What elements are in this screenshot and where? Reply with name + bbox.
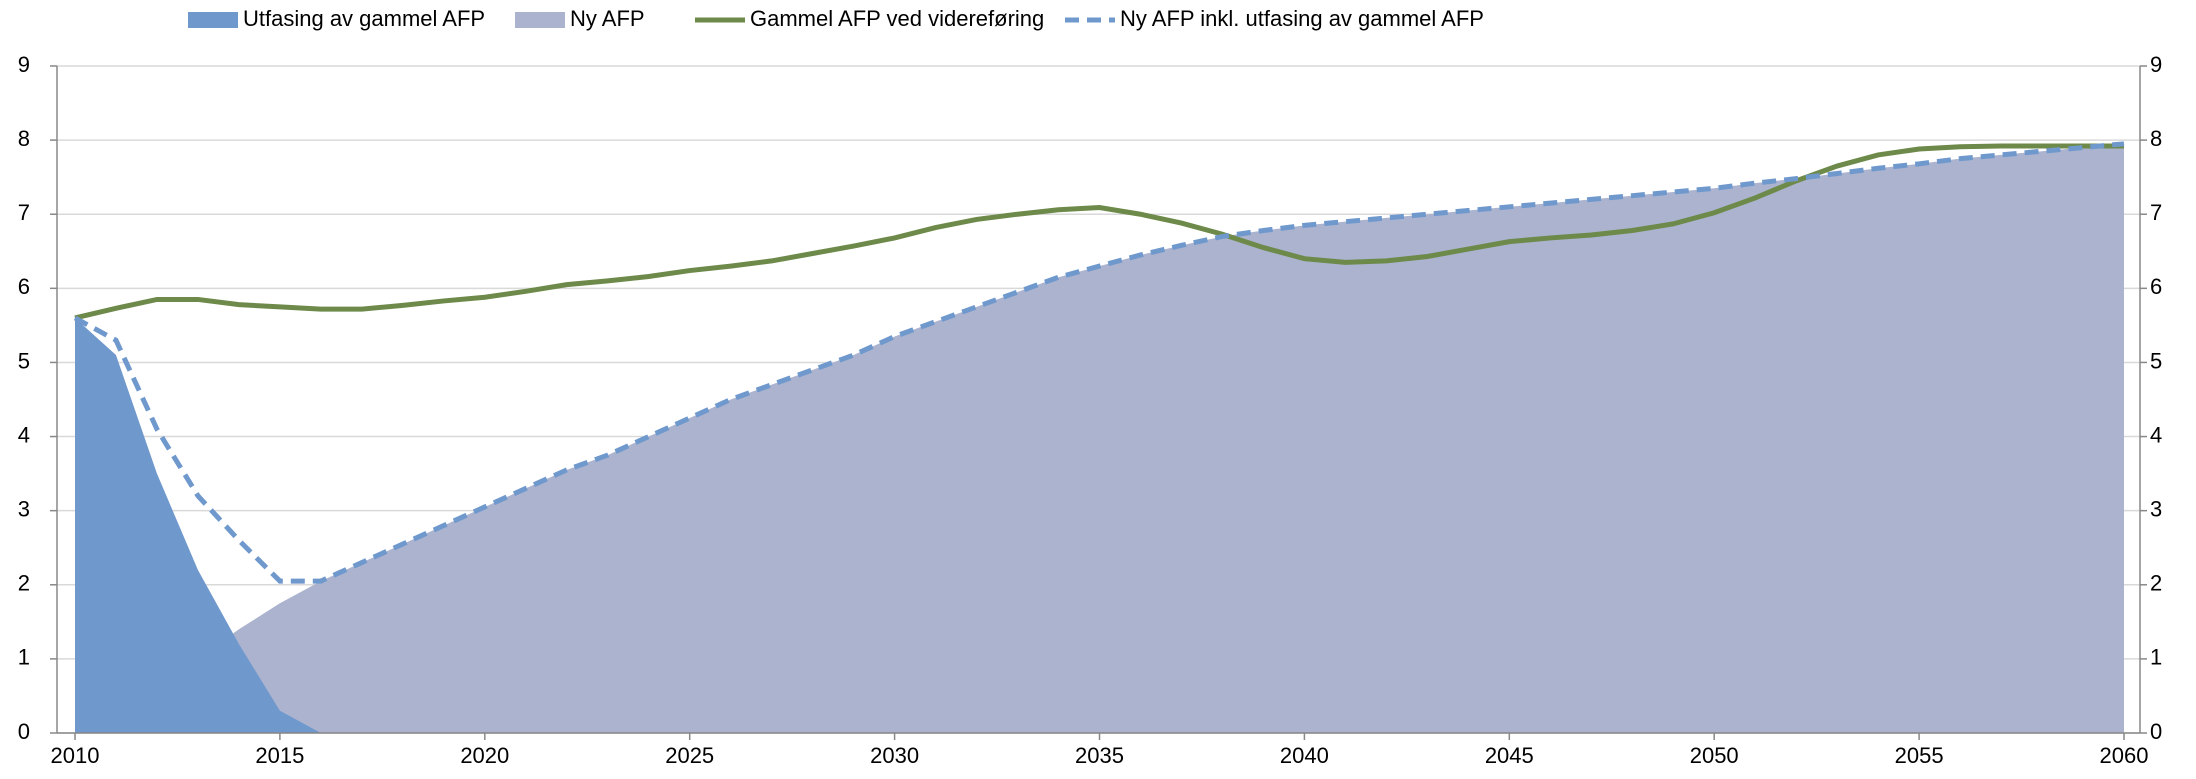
line [73,141,2125,584]
x-tick-label: 2015 [255,743,304,768]
y-tick-label: 0 [18,719,30,744]
y-tick-label: 6 [18,274,30,299]
y2-tick-label: 2 [2150,571,2162,596]
y2-tick-label: 7 [2150,200,2162,225]
legend-label: Ny AFP [570,6,645,31]
y2-tick-label: 6 [2150,274,2162,299]
legend-swatch [515,12,565,28]
y2-tick-label: 0 [2150,719,2162,744]
y2-tick-label: 4 [2150,422,2162,447]
y-tick-label: 8 [18,126,30,151]
y-tick-label: 4 [18,422,30,447]
x-tick-label: 2040 [1280,743,1329,768]
y-tick-label: 9 [18,52,30,77]
legend-swatch [188,12,238,28]
x-tick-label: 2055 [1895,743,1944,768]
area [75,143,2124,734]
x-tick-label: 2025 [665,743,714,768]
x-tick-label: 2010 [51,743,100,768]
x-tick-label: 2050 [1690,743,1739,768]
x-tick-label: 2020 [460,743,509,768]
y2-tick-label: 3 [2150,496,2162,521]
x-tick-label: 2045 [1485,743,1534,768]
y2-tick-label: 8 [2150,126,2162,151]
line [74,143,2124,321]
y-tick-label: 2 [18,571,30,596]
legend-label: Ny AFP inkl. utfasing av gammel AFP [1120,6,1484,31]
y-tick-label: 1 [18,645,30,670]
y2-tick-label: 1 [2150,645,2162,670]
legend-label: Gammel AFP ved videreføring [750,6,1044,31]
x-tick-label: 2030 [870,743,919,768]
y-tick-label: 7 [18,200,30,225]
y-tick-label: 5 [18,348,30,373]
x-tick-label: 2060 [2100,743,2149,768]
y2-tick-label: 5 [2150,348,2162,373]
x-tick-label: 2035 [1075,743,1124,768]
y-tick-label: 3 [18,496,30,521]
legend-label: Utfasing av gammel AFP [243,6,485,31]
y2-tick-label: 9 [2150,52,2162,77]
